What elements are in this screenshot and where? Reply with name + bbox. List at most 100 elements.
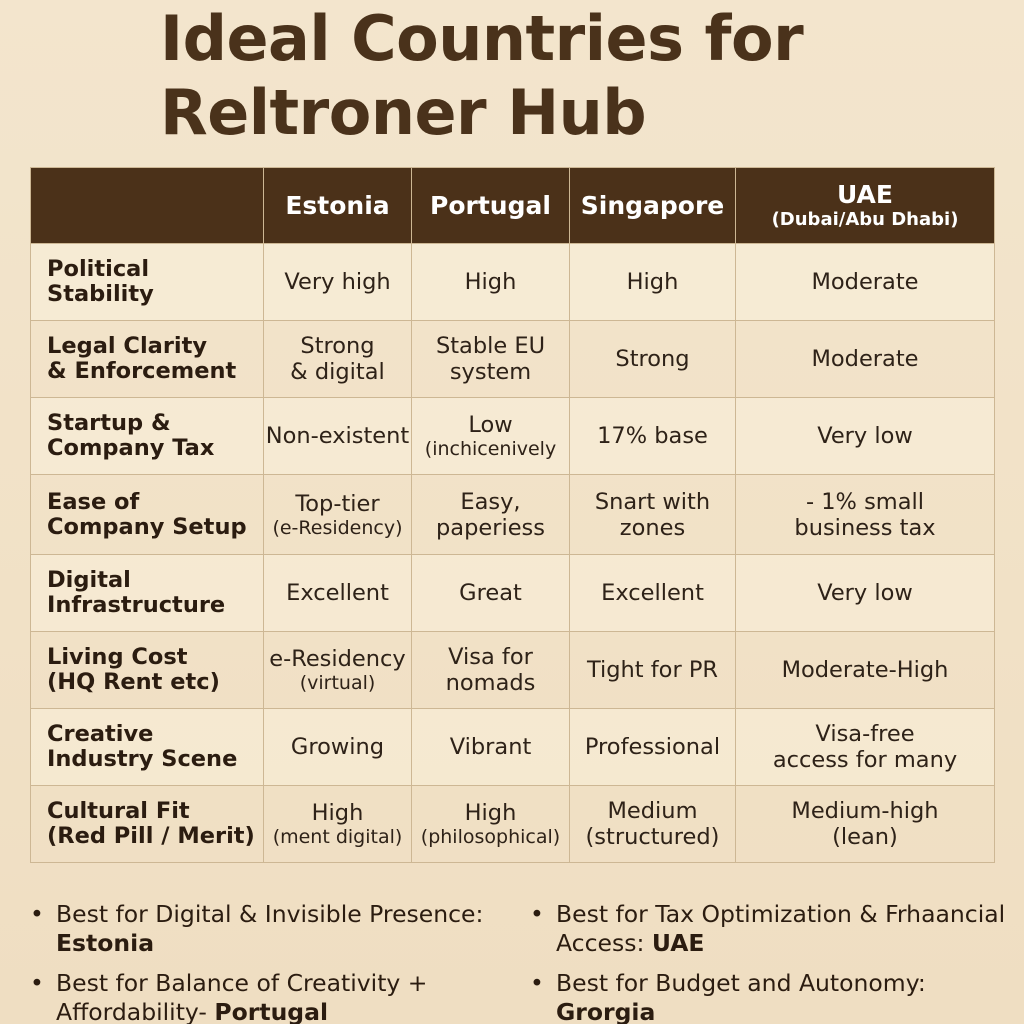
row-label-line: Cultural Fit [47,798,190,824]
cell-singapore: Tight for PR [569,631,736,709]
cell-line-2: zones [619,514,686,541]
row-label-line: (HQ Rent etc) [47,669,220,695]
cell-uae: - 1% small business tax [735,474,995,555]
cell-line-1: Growing [290,734,385,760]
cell-estonia: Growing [263,708,412,786]
cell-line-1: Medium-high [791,798,939,824]
column-header-uae: UAE (Dubai/Abu Dhabi) [735,167,995,244]
bullet-label: Best for Budget and Autonomy: [556,969,926,997]
bullet-item: • Best for Digital & Invisible Presence:… [30,900,500,958]
cell-estonia: Non-existent [263,397,412,475]
row-label: Startup & Company Tax [30,397,264,475]
bullet-value: Estonia [56,929,155,957]
cell-uae: Moderate [735,320,995,398]
cell-line-1: Snart with [594,488,711,515]
cell-line-1: e-Residency [269,646,406,672]
cell-line-1: Medium [607,798,698,824]
column-header-singapore: Singapore [569,167,736,244]
row-label-line: Stability [47,281,154,307]
cell-singapore: Snart with zones [569,474,736,555]
row-label: Legal Clarity & Enforcement [30,320,264,398]
page-title: Ideal Countries for Reltroner Hub [160,2,804,150]
cell-line-1: Very low [817,580,913,606]
cell-estonia: e-Residency (virtual) [263,631,412,709]
table-header-row: Estonia Portugal Singapore UAE (Dubai/Ab… [30,167,995,244]
cell-line-2: access for many [772,747,958,773]
cell-estonia: Top-tier (e-Residency) [263,474,412,555]
cell-line-1: High [464,800,517,826]
cell-line-2: (e-Residency) [272,516,403,539]
row-label: Living Cost (HQ Rent etc) [30,631,264,709]
cell-line-1: Tight for PR [586,657,719,683]
cell-line-1: Easy, [460,488,521,515]
cell-line-1: - 1% small [805,488,925,515]
column-header-portugal: Portugal [411,167,570,244]
cell-line-1: Moderate [811,346,919,372]
cell-line-1: Non-existent [265,423,410,449]
row-label: Digital Infrastructure [30,554,264,632]
cell-line-1: Vibrant [449,734,532,760]
cell-line-1: High [464,269,517,295]
cell-line-2: (ment digital) [272,826,403,848]
bullet-marker: • [530,969,544,997]
cell-estonia: Very high [263,243,412,321]
cell-line-1: Low [468,412,513,438]
cell-line-1: Visa for [448,644,533,670]
row-label-line: Creative [47,721,154,747]
row-label: Creative Industry Scene [30,708,264,786]
cell-line-2: & digital [290,359,385,385]
cell-portugal: High (philosophical) [411,785,570,863]
cell-singapore: High [569,243,736,321]
cell-line-1: Top-tier [295,490,380,517]
cell-line-1: Strong [300,333,375,359]
cell-line-1: Excellent [286,580,389,606]
row-label: Political Stability [30,243,264,321]
cell-uae: Visa-free access for many [735,708,995,786]
bullet-label: Best for Tax Optimization & Frhaancial A… [556,900,1006,957]
cell-line-1: Strong [615,346,690,372]
cell-singapore: Medium (structured) [569,785,736,863]
cell-line-1: Very high [284,269,391,295]
cell-line-2: nomads [445,670,536,696]
cell-line-1: 17% base [597,423,708,449]
row-label-line: Company Setup [47,513,247,540]
cell-line-2: (philosophical) [420,826,561,848]
cell-estonia: High (ment digital) [263,785,412,863]
row-label-line: Ease of [47,488,140,515]
bullet-item: • Best for Tax Optimization & Frhaancial… [530,900,1010,958]
cell-singapore: Strong [569,320,736,398]
row-label-line: Infrastructure [47,592,226,618]
table-row: Cultural Fit (Red Pill / Merit) High (ment … [30,785,995,863]
cell-line-2: (lean) [832,824,898,850]
comparison-table: Estonia Portugal Singapore UAE (Dubai/Ab… [30,167,995,863]
row-label-line: Company Tax [47,435,215,461]
cell-line-2: business tax [794,514,936,541]
row-label-line: Living Cost [47,644,188,670]
bullet-list-right: • Best for Tax Optimization & Frhaancial… [530,900,1010,1024]
cell-line-1: Great [459,580,522,606]
row-label-line: (Red Pill / Merit) [47,823,255,849]
table-row: Creative Industry Scene Growing Vibrant Prof… [30,708,995,786]
table-row: Living Cost (HQ Rent etc) e-Residency (virt… [30,631,995,709]
cell-line-1: High [311,800,364,826]
bullet-label: Best for Balance of Creativity + Afforda… [56,969,428,1024]
row-label-line: Legal Clarity [47,333,208,359]
table-row: Legal Clarity & Enforcement Strong & digita… [30,320,995,398]
cell-portugal: High [411,243,570,321]
cell-line-2: (inchicenively [424,438,557,460]
cell-portugal: Low (inchicenively [411,397,570,475]
table-row: Political Stability Very high High High Moder… [30,243,995,321]
bullet-value: Portugal [214,998,329,1024]
cell-line-1: Professional [584,734,721,760]
bullet-marker: • [30,969,44,997]
row-label-line: Industry Scene [47,746,238,772]
bullet-marker: • [30,900,44,928]
cell-portugal: Easy, paperiess [411,474,570,555]
bullet-value: UAE [651,929,705,957]
cell-uae: Very low [735,554,995,632]
cell-singapore: Professional [569,708,736,786]
cell-line-2: (virtual) [299,672,376,694]
cell-singapore: 17% base [569,397,736,475]
table-row: Digital Infrastructure Excellent Great Excel… [30,554,995,632]
row-label: Cultural Fit (Red Pill / Merit) [30,785,264,863]
